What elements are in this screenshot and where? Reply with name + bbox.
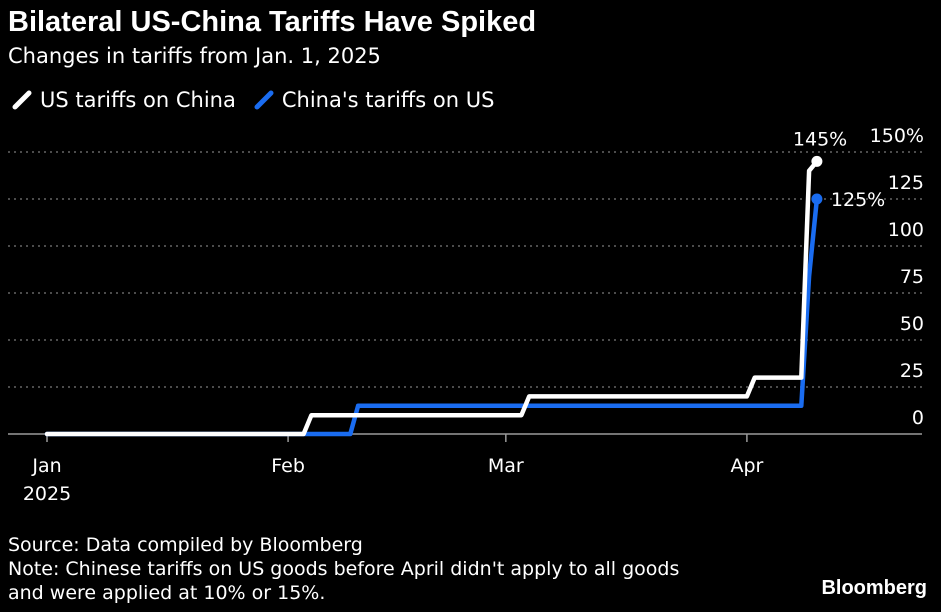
- series-line-0: [44, 159, 820, 437]
- y-tick-label-100: 100: [888, 219, 924, 241]
- series-end-marker-1: [811, 193, 823, 205]
- legend-swatch-china: [254, 90, 274, 110]
- series-end-label-0: 145%: [793, 128, 847, 150]
- y-tick-label-75: 75: [900, 266, 924, 288]
- x-tick-label-3: Apr: [730, 455, 763, 477]
- legend-label-china: China's tariffs on US: [281, 88, 495, 112]
- legend-swatch-us: [12, 90, 32, 110]
- series-line-1: [44, 196, 820, 437]
- y-tick-label-0: 0: [912, 407, 924, 429]
- chart-footer: Source: Data compiled by Bloomberg Note:…: [8, 533, 679, 605]
- footnote-line-1: Note: Chinese tariffs on US goods before…: [8, 558, 680, 580]
- x-tick-label-1: Feb: [271, 455, 305, 477]
- legend-swatch-us-line: [12, 90, 32, 110]
- legend-swatch-china-line: [254, 90, 274, 110]
- x-tick-label-2: Mar: [488, 455, 524, 477]
- y-tick-label-50: 50: [900, 313, 924, 335]
- legend-label-us: US tariffs on China: [40, 88, 236, 112]
- chart-legend: US tariffs on China China's tariffs on U…: [12, 88, 494, 112]
- footnote-line-2: and were applied at 10% or 15%.: [8, 582, 326, 604]
- chart-title: Bilateral US-China Tariffs Have Spiked: [8, 6, 537, 38]
- y-tick-label-25: 25: [900, 360, 924, 382]
- bloomberg-logo: Bloomberg: [821, 577, 927, 599]
- series-end-label-1: 125%: [831, 189, 885, 211]
- y-tick-label-150: 150%: [870, 125, 924, 147]
- series-end-marker-0: [811, 155, 823, 167]
- chart-subtitle: Changes in tariffs from Jan. 1, 2025: [8, 44, 381, 68]
- y-tick-label-125: 125: [888, 172, 924, 194]
- legend-item-china: China's tariffs on US: [254, 88, 495, 112]
- legend-item-us: US tariffs on China: [12, 88, 236, 112]
- source-note: Source: Data compiled by Bloomberg: [8, 534, 363, 556]
- x-tick-sublabel-0: 2025: [23, 483, 71, 505]
- x-tick-label-0: Jan: [31, 455, 61, 477]
